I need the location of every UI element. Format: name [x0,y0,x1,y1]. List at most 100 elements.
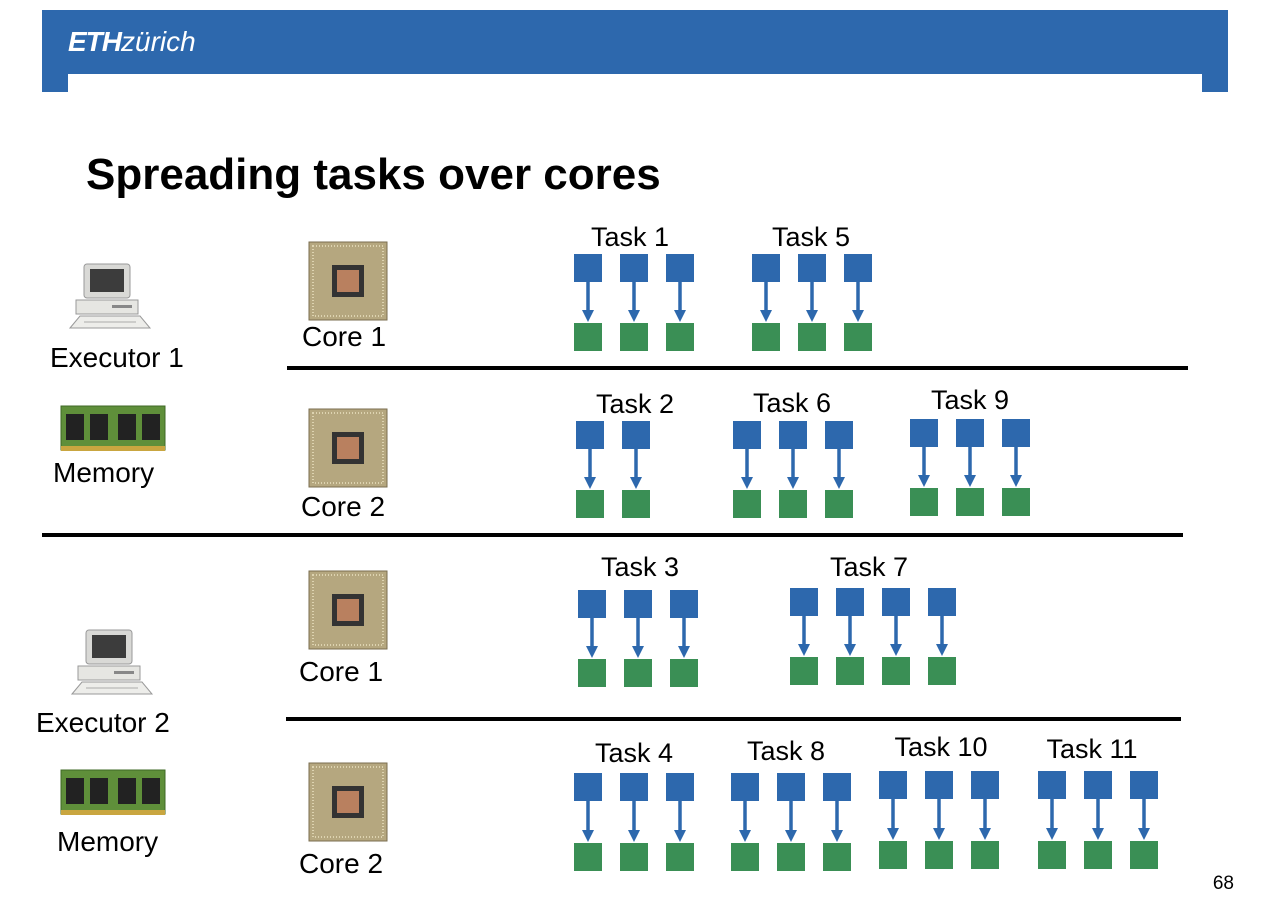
input-partition-block [731,773,759,801]
logo-bold: ETH [68,26,122,57]
arrow-head-icon [918,475,930,487]
eth-logo[interactable]: ETHzürich [68,26,196,58]
output-partition-block [882,657,910,685]
input-partition-block [1084,771,1112,799]
memory-icon [60,405,166,451]
arrow-head-icon [852,310,864,322]
task-label: Task 2 [595,389,675,419]
input-partition-block [925,771,953,799]
executor-2-core-2-label: Core 2 [299,848,384,879]
cpu-icon [308,570,388,650]
arrow-head-icon [933,828,945,840]
input-partition-block [752,254,780,282]
arrow-head-icon [1046,828,1058,840]
output-partition-block [844,323,872,351]
executor-2-core-1-label: Core 1 [299,656,384,687]
task-label: Task 8 [746,736,826,766]
output-partition-block [578,659,606,687]
memory-2-label: Memory [57,826,159,857]
arrow-head-icon [582,310,594,322]
output-partition-block [574,843,602,871]
page-title: Spreading tasks over cores [86,150,661,199]
core-divider [286,717,1181,721]
output-partition-block [956,488,984,516]
output-partition-block [670,659,698,687]
arrow-head-icon [831,830,843,842]
input-partition-block [670,590,698,618]
output-partition-block [825,490,853,518]
input-partition-block [574,773,602,801]
task-label: Task 4 [594,738,674,768]
memory-1-label: Memory [53,457,155,488]
task-label: Task 7 [829,552,909,582]
computer-icon [68,263,152,329]
task-label: Task 10 [894,732,988,762]
header-bar [42,10,1228,74]
arrow-head-icon [936,644,948,656]
arrow-head-icon [833,477,845,489]
task-label: Task 6 [752,388,832,418]
arrow-head-icon [887,828,899,840]
core-divider [287,366,1188,370]
task-label: Task 9 [930,385,1010,415]
cpu-icon [308,762,388,842]
arrow-head-icon [741,477,753,489]
output-partition-block [620,323,648,351]
input-partition-block [790,588,818,616]
output-partition-block [798,323,826,351]
arrow-head-icon [785,830,797,842]
executor-1-label: Executor 1 [50,342,184,373]
input-partition-block [910,419,938,447]
arrow-head-icon [584,477,596,489]
task-label: Task 1 [590,222,670,252]
output-partition-block [928,657,956,685]
output-partition-block [574,323,602,351]
cpu-icon [308,408,388,488]
arrow-head-icon [678,646,690,658]
output-partition-block [733,490,761,518]
output-partition-block [624,659,652,687]
executor-divider [42,533,1183,537]
arrow-head-icon [739,830,751,842]
output-partition-block [666,843,694,871]
output-partition-block [971,841,999,869]
output-partition-block [1038,841,1066,869]
input-partition-block [624,590,652,618]
arrow-head-icon [1010,475,1022,487]
executor-2-label: Executor 2 [36,707,170,738]
output-partition-block [1130,841,1158,869]
memory-icon [60,769,166,815]
input-partition-block [844,254,872,282]
input-partition-block [879,771,907,799]
arrow-head-icon [674,310,686,322]
output-partition-block [836,657,864,685]
arrow-head-icon [964,475,976,487]
task-label: Task 3 [600,552,680,582]
input-partition-block [1130,771,1158,799]
input-partition-block [882,588,910,616]
arrow-head-icon [630,477,642,489]
output-partition-block [666,323,694,351]
header-tab-left [42,74,68,92]
logo-light: zürich [121,26,196,57]
task-label: Task 5 [771,222,851,252]
output-partition-block [1084,841,1112,869]
input-partition-block [971,771,999,799]
arrow-head-icon [1138,828,1150,840]
output-partition-block [779,490,807,518]
computer-icon [70,629,154,695]
executor-1-core-1-label: Core 1 [302,321,387,352]
arrow-head-icon [844,644,856,656]
output-partition-block [777,843,805,871]
output-partition-block [1002,488,1030,516]
arrow-head-icon [798,644,810,656]
cpu-icon [308,241,388,321]
input-partition-block [622,421,650,449]
output-partition-block [790,657,818,685]
input-partition-block [779,421,807,449]
output-partition-block [879,841,907,869]
arrow-head-icon [890,644,902,656]
output-partition-block [910,488,938,516]
arrow-head-icon [979,828,991,840]
input-partition-block [777,773,805,801]
